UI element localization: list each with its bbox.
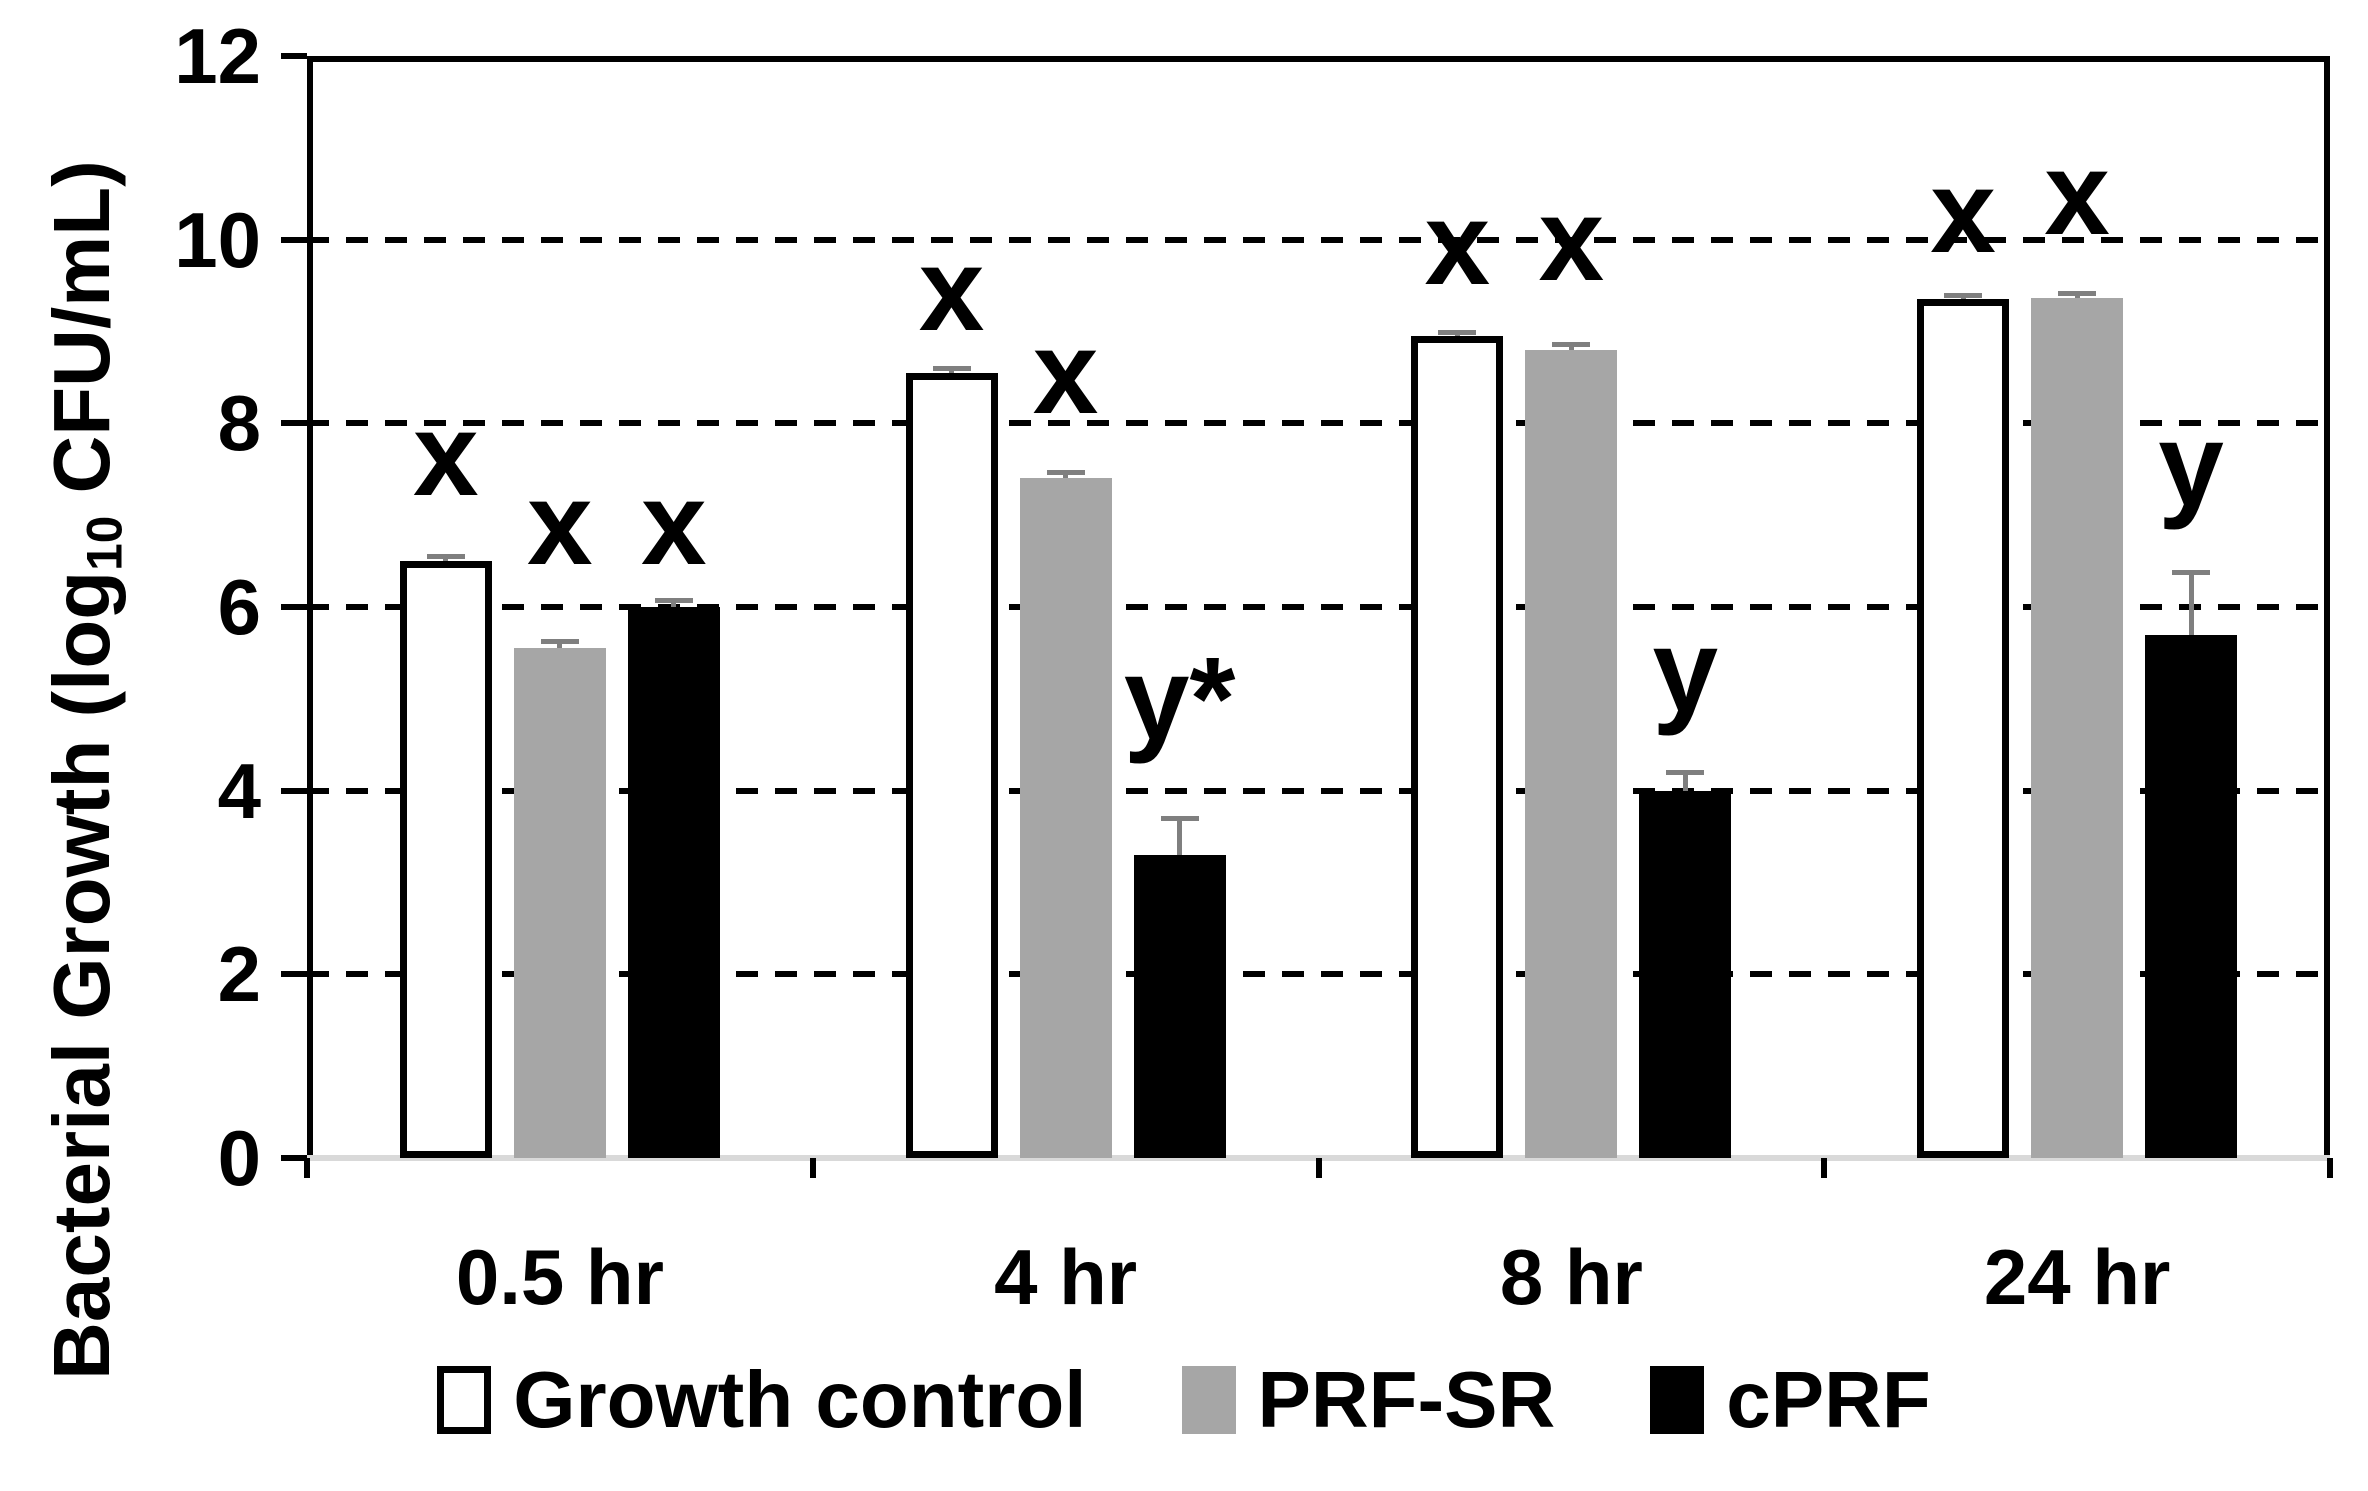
bar-prf-sr-4hr	[1019, 478, 1112, 1158]
error-bar-cap	[932, 366, 971, 372]
y-tick-6	[281, 604, 307, 610]
error-bar-cap	[1944, 292, 1983, 298]
annotation-x-0.5hr: x	[413, 389, 479, 522]
error-bar-stem	[1682, 772, 1688, 791]
annotation-y-24hr: y	[2158, 398, 2224, 531]
plot-border-left	[307, 56, 313, 1158]
plot-border-right	[2324, 56, 2330, 1158]
bar-cprf-24hr	[2145, 634, 2238, 1158]
x-label-24hr: 24 hr	[1983, 1233, 2171, 1321]
x-label-4hr: 4 hr	[994, 1233, 1138, 1321]
x-tick-2	[1315, 1158, 1322, 1178]
legend-swatch-prf-sr	[1181, 1366, 1236, 1434]
annotation-x-4hr: x	[918, 224, 985, 357]
error-bar-stem	[2188, 572, 2194, 635]
annotation-x-0.5hr: x	[527, 458, 593, 591]
legend-label-prf-sr: PRF-SR	[1257, 1355, 1556, 1444]
error-bar-stem	[557, 640, 563, 649]
plot-border-top	[307, 56, 2330, 62]
y-tick-label-2: 2	[217, 930, 261, 1019]
x-label-8hr: 8 hr	[1499, 1233, 1643, 1321]
bar-prf-sr-8hr	[1525, 349, 1618, 1158]
annotation-x-8hr: x	[1424, 178, 1491, 311]
y-tick-8	[281, 420, 307, 427]
y-tick-2	[281, 971, 307, 978]
error-bar-stem	[671, 599, 677, 607]
y-tick-0	[281, 1155, 307, 1161]
error-bar-stem	[1063, 472, 1069, 479]
gridline-6	[307, 604, 2330, 610]
legend: Growth control PRF-SR cPRF	[0, 1360, 2368, 1440]
error-bar-cap	[2058, 290, 2097, 296]
gridline-10	[307, 236, 2330, 243]
y-tick-10	[281, 236, 307, 243]
bar-growth-control-4hr	[905, 372, 998, 1158]
y-tick-label-12: 12	[174, 12, 261, 100]
y-tick-label-0: 0	[217, 1114, 261, 1202]
error-bar-cap	[2172, 570, 2211, 576]
bar-growth-control-0.5hr	[399, 561, 492, 1158]
error-bar-stem	[1177, 818, 1183, 855]
legend-label-cprf: cPRF	[1726, 1355, 1931, 1444]
annotation-x-4hr: x	[1032, 306, 1099, 439]
bar-cprf-8hr	[1639, 790, 1732, 1158]
plot-area: x x x x x y* x x y x x y	[307, 56, 2330, 1161]
error-bar-cap	[1552, 342, 1591, 348]
y-tick-label-6: 6	[217, 563, 261, 651]
legend-swatch-cprf	[1650, 1366, 1705, 1434]
error-bar-cap	[540, 638, 579, 644]
x-tick-3	[1821, 1158, 1828, 1178]
error-bar-cap	[426, 554, 465, 560]
gridline-8	[307, 420, 2330, 427]
annotation-ystar-4hr: y*	[1123, 632, 1236, 765]
y-tick-label-4: 4	[217, 746, 261, 835]
annotation-x-24hr: x	[2044, 127, 2110, 260]
y-tick-4	[281, 787, 307, 794]
gridline-2	[307, 971, 2330, 978]
error-bar-cap	[1438, 329, 1477, 335]
error-bar-cap	[1160, 816, 1199, 822]
error-bar-cap	[654, 597, 693, 603]
legend-swatch-growth-control	[437, 1366, 492, 1434]
x-label-0.5hr: 0.5 hr	[455, 1233, 664, 1321]
x-tick-4	[2327, 1158, 2333, 1178]
annotation-x-0.5hr: x	[641, 458, 707, 591]
y-tick-label-8: 8	[217, 379, 261, 468]
bar-growth-control-24hr	[1917, 299, 2010, 1158]
legend-label-growth-control: Growth control	[513, 1355, 1087, 1444]
annotation-y-8hr: y	[1652, 605, 1719, 738]
x-tick-0	[304, 1158, 310, 1178]
bar-prf-sr-0.5hr	[513, 648, 606, 1158]
error-bar-cap	[1666, 770, 1705, 776]
annotation-x-24hr: x	[1930, 146, 1996, 279]
bar-growth-control-8hr	[1411, 336, 1504, 1158]
bar-cprf-4hr	[1133, 854, 1226, 1158]
y-axis-title-subscript: 10	[76, 515, 133, 571]
legend-item-growth-control: Growth control	[437, 1355, 1087, 1444]
legend-item-cprf: cPRF	[1650, 1360, 1931, 1440]
y-tick-12	[281, 53, 307, 59]
gridline-4	[307, 787, 2330, 794]
y-tick-label-10: 10	[174, 195, 261, 284]
bar-prf-sr-24hr	[2031, 297, 2124, 1158]
bar-cprf-0.5hr	[627, 607, 720, 1158]
annotation-x-8hr: x	[1538, 173, 1605, 306]
error-bar-cap	[1046, 470, 1085, 475]
legend-item-prf-sr: PRF-SR	[1181, 1355, 1556, 1444]
x-tick-1	[809, 1158, 816, 1178]
